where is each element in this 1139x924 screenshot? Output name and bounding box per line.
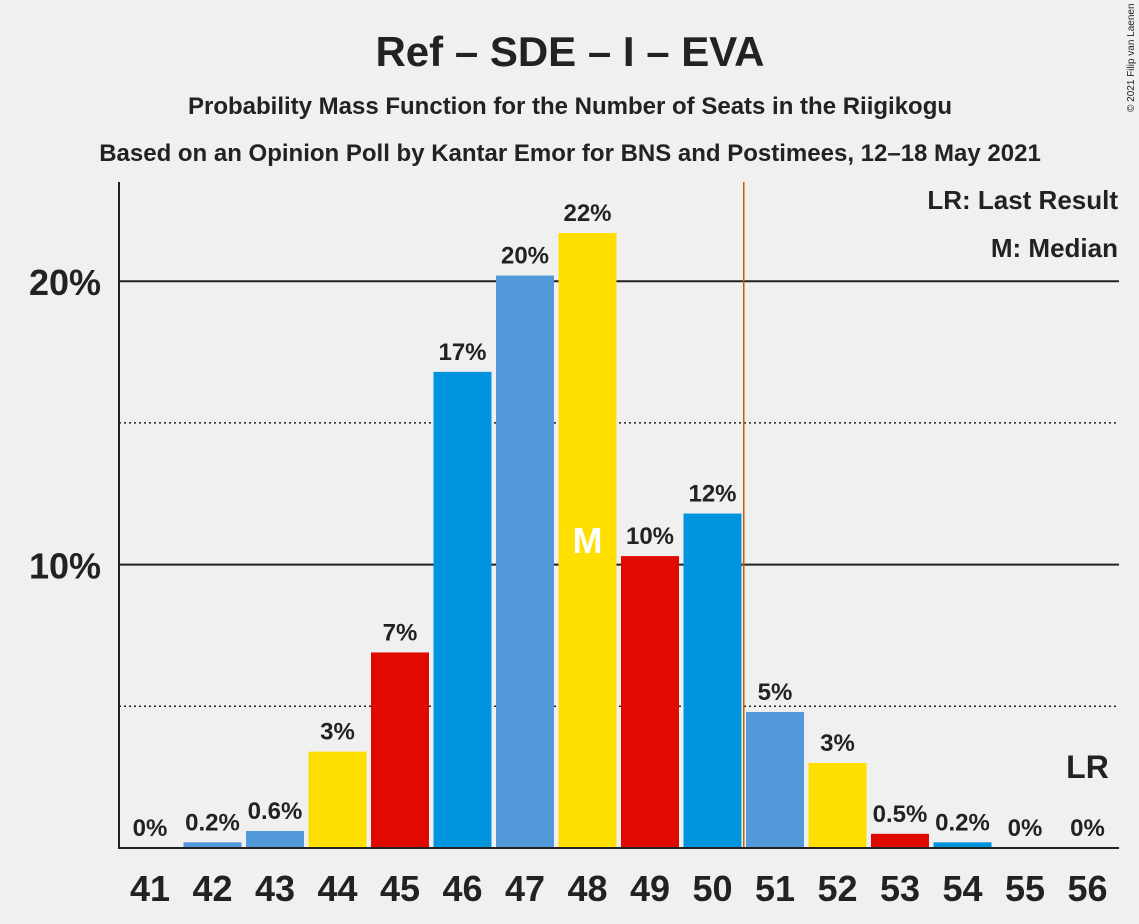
bar-44 <box>308 751 367 848</box>
bar-52 <box>808 762 867 848</box>
data-label-54: 0.2% <box>935 809 990 836</box>
x-tick-54: 54 <box>942 868 982 909</box>
x-tick-49: 49 <box>630 868 670 909</box>
y-tick-label: 10% <box>29 546 101 587</box>
label-backdrop <box>679 465 746 512</box>
data-label-48: 22% <box>563 200 611 227</box>
x-tick-52: 52 <box>817 868 857 909</box>
x-tick-53: 53 <box>880 868 920 909</box>
label-backdrop <box>617 508 683 555</box>
legend-median: M: Median <box>991 233 1118 263</box>
x-tick-55: 55 <box>1005 868 1045 909</box>
bars-group <box>183 233 992 849</box>
data-label-51: 5% <box>758 679 793 706</box>
label-backdrop <box>492 227 558 274</box>
chart-subtitle: Probability Mass Function for the Number… <box>188 93 952 120</box>
x-tick-42: 42 <box>192 868 232 909</box>
bar-45 <box>371 652 429 848</box>
x-tick-41: 41 <box>130 868 170 909</box>
x-tick-44: 44 <box>317 868 357 909</box>
data-label-53: 0.5% <box>873 801 928 828</box>
label-backdrop <box>554 185 621 232</box>
data-label-55: 0% <box>1008 815 1043 842</box>
bar-54 <box>933 842 992 848</box>
data-label-45: 7% <box>383 619 418 646</box>
bar-50 <box>683 513 742 848</box>
data-label-49: 10% <box>626 523 674 550</box>
copyright-text: © 2021 Filip van Laenen <box>1126 3 1137 112</box>
x-tick-50: 50 <box>692 868 732 909</box>
bar-49 <box>621 556 679 848</box>
x-tick-56: 56 <box>1067 868 1107 909</box>
x-tick-51: 51 <box>755 868 795 909</box>
x-tick-45: 45 <box>380 868 420 909</box>
data-label-46: 17% <box>438 339 486 366</box>
gridlines: 10% 20% <box>29 262 1119 708</box>
x-tick-46: 46 <box>442 868 482 909</box>
data-label-42: 0.2% <box>185 809 240 836</box>
data-label-52: 3% <box>820 730 855 757</box>
bar-47 <box>496 275 554 848</box>
data-label-41: 0% <box>133 815 168 842</box>
data-label-43: 0.6% <box>248 798 303 825</box>
data-label-44: 3% <box>320 719 355 746</box>
median-marker: M <box>573 520 603 561</box>
x-tick-labels: 41 42 43 44 45 46 47 48 49 50 51 52 53 54 55 56 <box>130 868 1108 909</box>
y-tick-label: 20% <box>29 262 101 303</box>
chart-title: Ref – SDE – I – EVA <box>375 28 764 75</box>
bar-48 <box>558 233 617 849</box>
label-backdrop <box>429 323 496 370</box>
x-tick-43: 43 <box>255 868 295 909</box>
data-label-56: 0% <box>1070 815 1105 842</box>
legend-last-result: LR: Last Result <box>927 185 1118 215</box>
data-label-47: 20% <box>501 243 549 270</box>
data-label-50: 12% <box>688 481 736 508</box>
bar-42 <box>183 842 242 848</box>
bar-46 <box>433 371 492 848</box>
chart-source: Based on an Opinion Poll by Kantar Emor … <box>99 140 1041 167</box>
bar-51 <box>746 711 804 848</box>
x-tick-48: 48 <box>567 868 607 909</box>
last-result-marker: LR <box>1066 749 1109 785</box>
bar-43 <box>246 830 304 848</box>
x-tick-47: 47 <box>505 868 545 909</box>
bar-53 <box>871 833 929 848</box>
data-labels-group: 0% 0.2% 0.6% 3% 7% 17% 20% 22% 10% 12% 5% 3% 0.5% 0.2… <box>133 182 1109 848</box>
